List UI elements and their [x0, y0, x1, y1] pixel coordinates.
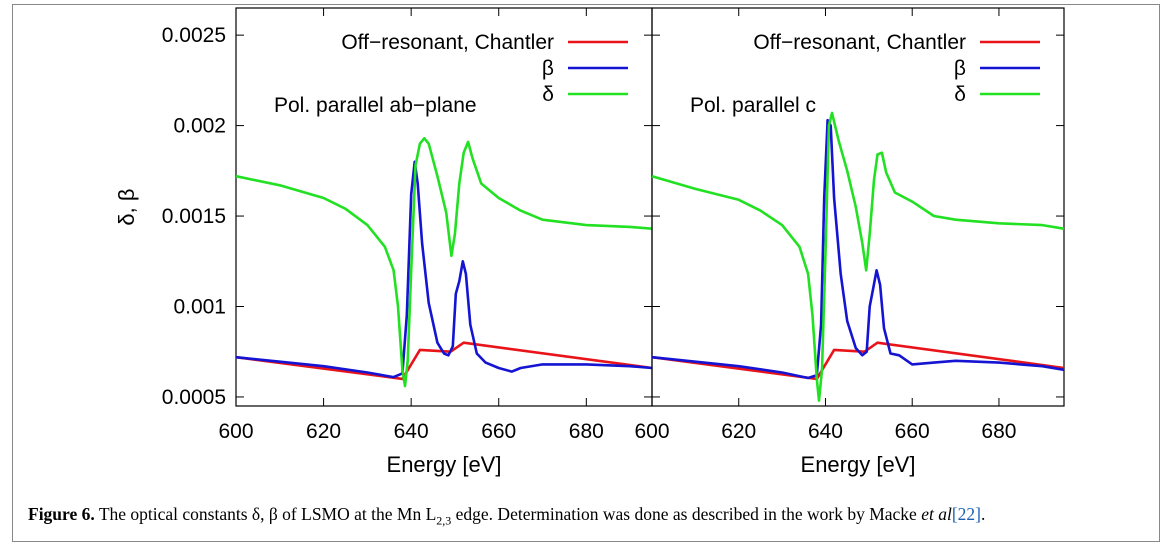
- panel-label: Pol. parallel ab−plane: [274, 94, 477, 117]
- caption-text: The optical constants δ, β of LSMO at th…: [94, 504, 437, 524]
- x-tick-label: 600: [634, 420, 669, 443]
- y-tick-label: 0.0015: [162, 205, 226, 228]
- x-tick-label: 620: [306, 420, 341, 443]
- series-line-beta: [651, 118, 1065, 380]
- x-axis-title: Energy [eV]: [387, 452, 502, 477]
- series-line-delta: [235, 137, 653, 388]
- panel-label: Pol. parallel c: [690, 94, 816, 117]
- figure-frame: [12, 4, 1160, 542]
- caption-subscript: 2,3: [436, 513, 452, 528]
- series-line-off-resonant: [235, 341, 653, 381]
- x-tick-label: 600: [218, 420, 253, 443]
- legend-label-off-resonant: Off−resonant, Chantler: [753, 31, 966, 54]
- x-axis-title: Energy [eV]: [801, 452, 916, 477]
- x-tick-label: 640: [394, 420, 429, 443]
- legend-label-off-resonant: Off−resonant, Chantler: [341, 31, 554, 54]
- chart-canvas: 600 620 640 660 680 0.0005 0.001 0.0015 0.002 0.0…: [114, 7, 1065, 477]
- series-line-off-resonant: [651, 341, 1065, 381]
- legend-label-delta: δ: [542, 83, 554, 106]
- x-tick-label: 660: [481, 420, 516, 443]
- legend-label-beta: β: [542, 57, 554, 80]
- legend-label-beta: β: [954, 57, 966, 80]
- y-tick-label: 0.001: [173, 296, 226, 319]
- caption-end: .: [980, 504, 986, 524]
- x-tick-label: 680: [569, 420, 604, 443]
- plot-frame-2: [651, 7, 1065, 407]
- y-tick-label: 0.0025: [162, 24, 226, 47]
- y-tick-label: 0.002: [173, 115, 226, 138]
- x-tick-label: 660: [895, 420, 930, 443]
- y-tick-label: 0.0005: [162, 386, 226, 409]
- legend-label-delta: δ: [954, 83, 966, 106]
- x-tick-label: 620: [721, 420, 756, 443]
- series-line-delta: [651, 111, 1065, 402]
- caption-label: Figure 6.: [28, 504, 95, 524]
- x-tick-label: 680: [981, 420, 1016, 443]
- caption-etal: et al: [921, 504, 952, 524]
- series-line-beta: [235, 160, 653, 379]
- caption-reference-link[interactable]: [22]: [951, 504, 981, 524]
- x-tick-label: 640: [808, 420, 843, 443]
- figure-caption: Figure 6. The optical constants δ, β of …: [28, 504, 1148, 529]
- caption-text-2: edge. Determination was done as describe…: [451, 504, 922, 524]
- y-axis-title: δ, β: [114, 188, 139, 225]
